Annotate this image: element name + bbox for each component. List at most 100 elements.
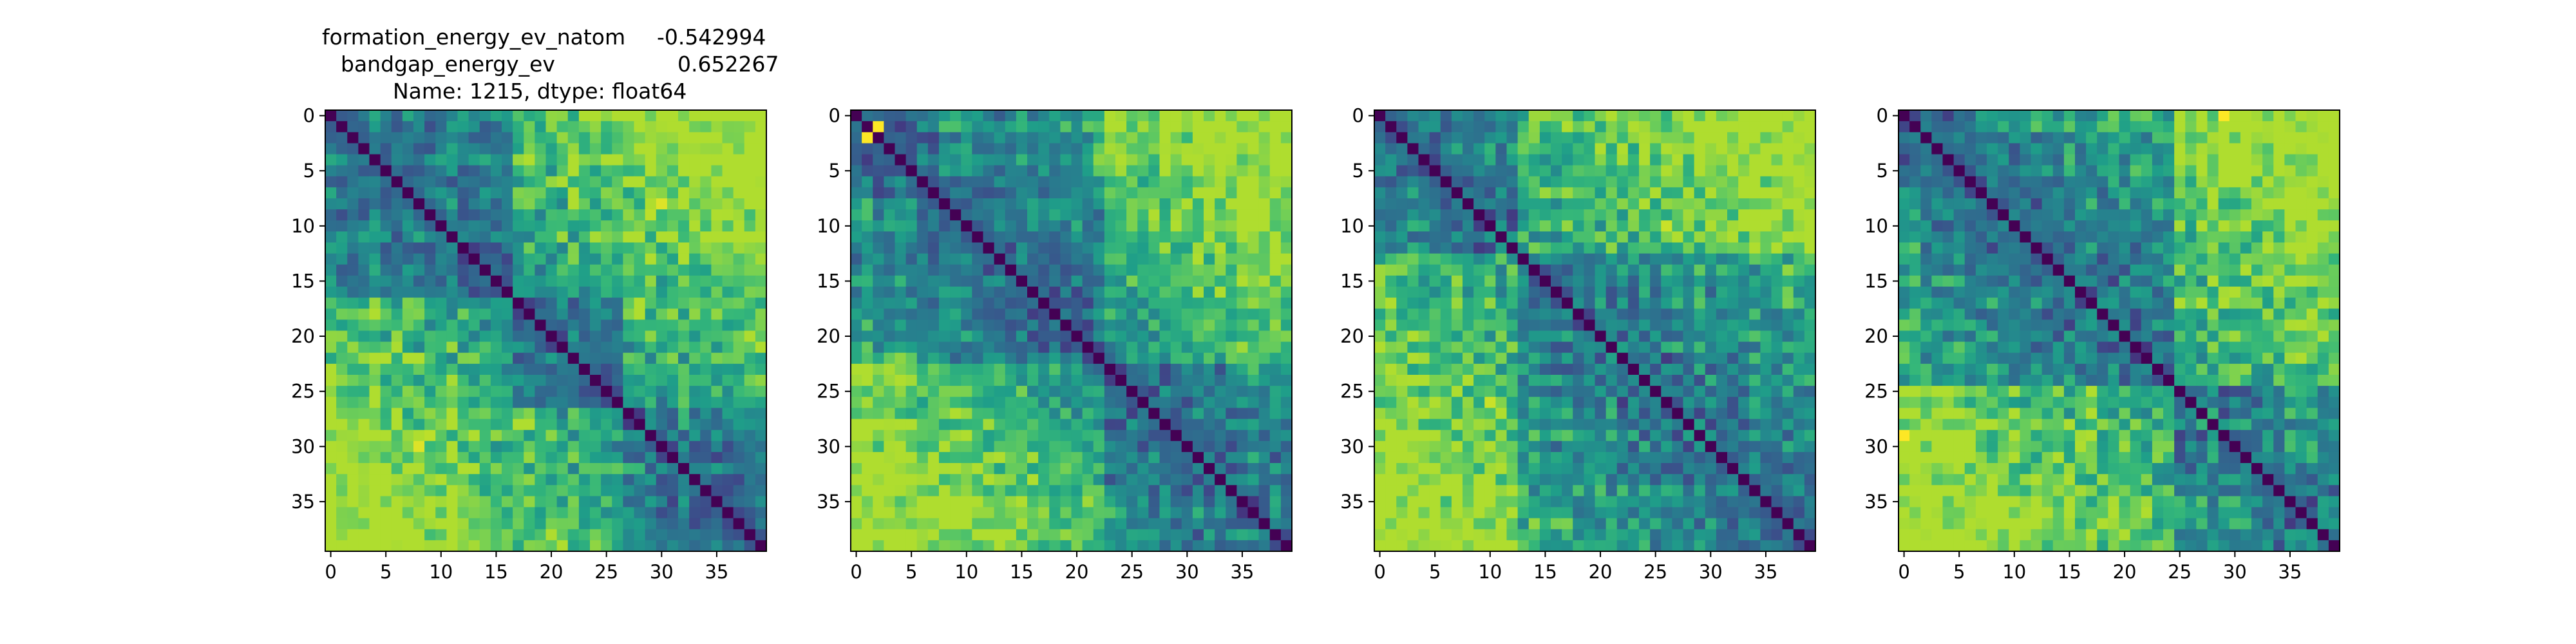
heatmap-cell: [1451, 540, 1463, 552]
heatmap-cell: [1605, 375, 1618, 386]
heatmap-cell: [1215, 253, 1226, 265]
heatmap-cell: [755, 451, 767, 464]
heatmap-cell: [873, 319, 884, 332]
heatmap-cell: [468, 187, 480, 199]
heatmap-cell: [1115, 121, 1127, 133]
heatmap-cell: [1562, 330, 1573, 343]
heatmap-cell: [1396, 187, 1408, 199]
heatmap-cell: [1528, 540, 1540, 552]
heatmap-cell: [905, 154, 918, 166]
heatmap-cell: [1627, 110, 1640, 122]
heatmap-cell: [1148, 275, 1160, 287]
heatmap-cell: [1071, 110, 1083, 122]
heatmap-cell: [556, 463, 569, 475]
heatmap-cell: [1385, 451, 1397, 464]
heatmap-cell: [601, 121, 612, 133]
heatmap-cell: [1727, 330, 1739, 343]
heatmap-cell: [1782, 143, 1794, 155]
heatmap-cell: [1760, 231, 1772, 243]
heatmap-cell: [402, 187, 414, 199]
heatmap-cell: [1694, 319, 1706, 332]
heatmap-cell: [1115, 198, 1127, 210]
heatmap-cell: [1804, 440, 1816, 453]
heatmap-cell: [1005, 264, 1017, 276]
heatmap-cell: [1374, 496, 1386, 508]
heatmap-cell: [884, 165, 896, 177]
heatmap-cell: [391, 220, 403, 232]
heatmap-cell: [502, 176, 513, 188]
heatmap-cell: [1204, 176, 1215, 188]
heatmap-cell: [1016, 110, 1028, 122]
heatmap-cell: [1627, 496, 1640, 508]
heatmap-cell: [1016, 419, 1028, 431]
heatmap-cell: [1429, 540, 1441, 552]
heatmap-cell: [744, 375, 756, 386]
heatmap-cell: [1407, 330, 1419, 343]
heatmap-cell: [380, 298, 392, 309]
heatmap-cell: [678, 341, 690, 354]
heatmap-cell: [1082, 264, 1094, 276]
heatmap-cell: [851, 352, 862, 365]
heatmap-cell: [535, 540, 547, 552]
heatmap-cell: [524, 231, 535, 243]
heatmap-cell: [1749, 143, 1761, 155]
heatmap-cell: [862, 110, 873, 122]
heatmap-cell: [545, 198, 558, 210]
heatmap-cell: [983, 440, 995, 453]
heatmap-cell: [1082, 165, 1094, 177]
heatmap-cell: [1269, 540, 1282, 552]
heatmap-cell: [1694, 121, 1706, 133]
heatmap-cell: [490, 298, 502, 309]
heatmap-cell: [678, 176, 690, 188]
heatmap-cell: [1716, 507, 1728, 519]
heatmap-cell: [446, 110, 459, 122]
heatmap-cell: [1683, 507, 1695, 519]
heatmap-cell: [1038, 231, 1050, 243]
heatmap-cell: [1738, 397, 1750, 408]
heatmap-cell: [1683, 485, 1695, 497]
heatmap-cell: [457, 187, 469, 199]
heatmap-cell: [1215, 121, 1226, 133]
heatmap-cell: [556, 319, 569, 332]
heatmap-cell: [1727, 121, 1739, 133]
heatmap-cell: [1517, 275, 1530, 287]
heatmap-cell: [424, 308, 436, 320]
heatmap-cell: [1374, 264, 1386, 276]
heatmap-cell: [2262, 110, 2274, 122]
heatmap-cell: [1060, 143, 1072, 155]
heatmap-cell: [358, 242, 370, 254]
heatmap-cell: [513, 440, 524, 453]
heatmap-cell: [446, 518, 459, 530]
heatmap-cell: [1038, 253, 1050, 265]
heatmap-cell: [700, 507, 712, 519]
heatmap-cell: [1407, 386, 1419, 397]
heatmap-cell: [545, 485, 558, 497]
heatmap-cell: [1396, 275, 1408, 287]
heatmap-cell: [1005, 287, 1017, 298]
heatmap-cell: [524, 518, 535, 530]
heatmap-cell: [1374, 275, 1386, 287]
heatmap-cell: [961, 220, 972, 232]
heatmap-cell: [895, 507, 907, 519]
heatmap-cell: [1517, 298, 1530, 309]
heatmap-cell: [1473, 518, 1485, 530]
heatmap-cell: [1627, 375, 1640, 386]
heatmap-cell: [1705, 485, 1717, 497]
heatmap-cell: [1672, 518, 1684, 530]
heatmap-cell: [1463, 132, 1474, 144]
heatmap-cell: [972, 176, 984, 188]
heatmap-cell: [1226, 330, 1237, 343]
heatmap-cell: [1639, 440, 1651, 453]
heatmap-cell: [545, 496, 558, 508]
heatmap-cell: [479, 287, 491, 298]
heatmap-cell: [1071, 419, 1083, 431]
heatmap-cell: [1269, 121, 1282, 133]
heatmap-cell: [755, 319, 767, 332]
heatmap-cell: [513, 132, 524, 144]
heatmap-cell: [1247, 253, 1260, 265]
heatmap-cell: [1473, 209, 1485, 221]
heatmap-cell: [700, 430, 712, 442]
heatmap-cell: [578, 352, 591, 365]
heatmap-cell: [634, 540, 646, 552]
heatmap-cell: [1539, 386, 1551, 397]
